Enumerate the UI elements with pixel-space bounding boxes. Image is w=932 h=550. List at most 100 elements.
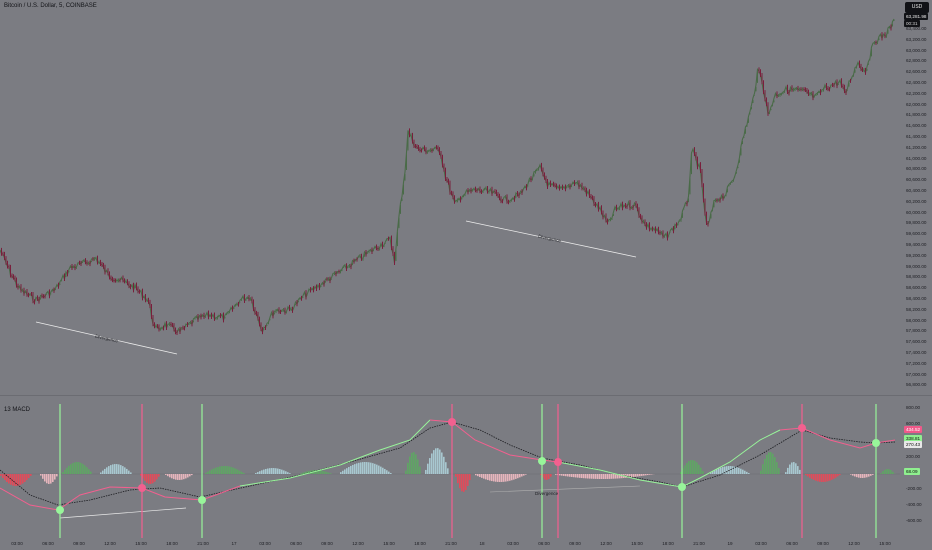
- histogram-bar: [8, 474, 10, 484]
- pane-divider[interactable]: [0, 395, 932, 396]
- histogram-bar: [372, 463, 374, 474]
- time-axis-label: 18: [479, 541, 485, 546]
- histogram-bar: [275, 468, 277, 474]
- histogram-bar: [318, 470, 320, 474]
- bear-cross-dot: [448, 418, 456, 426]
- histogram-bar: [74, 462, 76, 474]
- histogram-bar: [257, 472, 259, 474]
- histogram-bar: [589, 474, 591, 479]
- time-axis-label: 03:00: [755, 541, 767, 546]
- histogram-bar: [124, 467, 126, 474]
- price-divergence-line: [465, 220, 637, 258]
- currency-badge[interactable]: USD: [905, 2, 929, 13]
- histogram-bar: [356, 463, 358, 474]
- histogram-bar: [864, 474, 866, 478]
- price-axis-label: 60,800.00: [906, 166, 927, 172]
- histogram-bar: [386, 470, 388, 474]
- histogram-bar: [728, 466, 730, 474]
- histogram-bar: [285, 471, 287, 474]
- histogram-bar: [185, 474, 187, 479]
- histogram-bar: [289, 473, 291, 474]
- histogram-bar: [435, 448, 437, 474]
- time-axis-label: 06:00: [786, 541, 798, 546]
- histogram-bar: [825, 474, 827, 482]
- histogram-bar: [559, 474, 561, 476]
- histogram-bar: [702, 470, 704, 474]
- histogram-bar: [70, 464, 72, 474]
- time-axis-label: 03:00: [259, 541, 271, 546]
- time-axis-label: 18:00: [414, 541, 426, 546]
- histogram-bar: [548, 474, 550, 479]
- histogram-bar: [40, 474, 42, 476]
- bull-cross-dot: [872, 439, 880, 447]
- histogram-bar: [700, 467, 702, 474]
- divergence-label: Divergence: [535, 491, 559, 496]
- histogram-bar: [583, 474, 585, 479]
- histogram-bar: [407, 462, 409, 474]
- histogram-bar: [114, 464, 116, 474]
- histogram-bar: [694, 460, 696, 474]
- price-axis-label: 63,400.00: [906, 26, 927, 31]
- histogram-bar: [525, 474, 527, 475]
- histogram-bar: [205, 472, 207, 474]
- histogram-bar: [463, 474, 465, 492]
- histogram-bar: [540, 474, 542, 475]
- histogram-bar: [283, 470, 285, 474]
- histogram-bar: [643, 474, 645, 476]
- histogram-bar: [0, 474, 2, 476]
- macd-line: [557, 429, 781, 488]
- histogram-bar: [591, 474, 593, 479]
- histogram-bar: [748, 473, 750, 474]
- histogram-bar: [649, 474, 651, 475]
- histogram-bar: [374, 463, 376, 474]
- histogram-bar: [233, 467, 235, 474]
- price-divergence-line: [35, 321, 178, 355]
- histogram-bar: [793, 462, 795, 474]
- histogram-bar: [716, 469, 718, 474]
- histogram-bar: [18, 474, 20, 486]
- histogram-bar: [587, 474, 589, 479]
- histogram-bar: [770, 452, 772, 474]
- histogram-bar: [175, 474, 177, 480]
- histogram-bar: [148, 474, 150, 484]
- histogram-bar: [52, 474, 54, 483]
- histogram-bar: [621, 474, 623, 479]
- histogram-bar: [884, 469, 886, 474]
- histogram-bar: [785, 472, 787, 474]
- price-axis-label: 60,600.00: [906, 177, 927, 183]
- histogram-bar: [795, 463, 797, 474]
- time-axis-label: 06:00: [42, 541, 54, 546]
- time-axis-label: 03:00: [507, 541, 519, 546]
- histogram-bar: [860, 474, 862, 478]
- histogram-bar: [774, 457, 776, 474]
- histogram-bar: [469, 474, 471, 481]
- histogram-bar: [10, 474, 12, 485]
- bear-cross-dot: [138, 484, 146, 492]
- histogram-bar: [50, 474, 52, 484]
- histogram-bar: [850, 474, 852, 475]
- histogram-bar: [829, 474, 831, 481]
- histogram-bar: [605, 474, 607, 479]
- time-axis-label: 09:00: [569, 541, 581, 546]
- histogram-bar: [734, 466, 736, 474]
- signal-line: [0, 421, 896, 506]
- price-axis-label: 56,800.00: [906, 382, 927, 388]
- histogram-bar: [515, 474, 517, 479]
- histogram-bar: [485, 474, 487, 480]
- histogram-bar: [827, 474, 829, 482]
- histogram-bar: [76, 462, 78, 474]
- histogram-bar: [120, 465, 122, 474]
- histogram-bar: [221, 466, 223, 474]
- indicator-title: 13 MACD: [4, 407, 31, 413]
- price-axis-label: 57,200.00: [906, 360, 927, 366]
- time-axis-label: 18:00: [662, 541, 674, 546]
- macd-pane: [0, 404, 900, 538]
- histogram-bar: [882, 471, 884, 474]
- price-axis-label: 57,600.00: [906, 339, 927, 345]
- histogram-bar: [546, 474, 548, 480]
- histogram-bar: [265, 468, 267, 474]
- histogram-bar: [431, 453, 433, 474]
- histogram-bar: [509, 474, 511, 481]
